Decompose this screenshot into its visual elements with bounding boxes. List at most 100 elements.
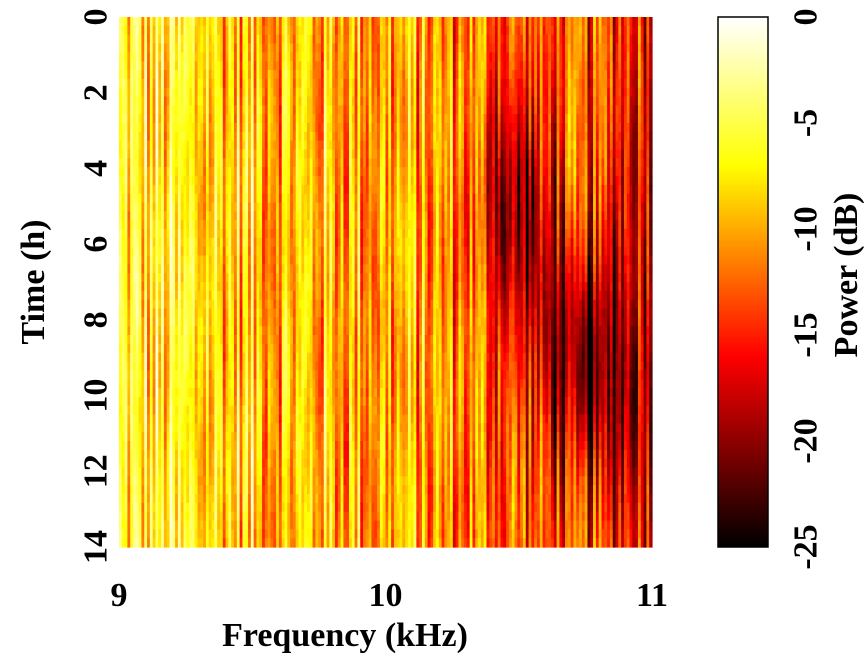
heatmap-cell <box>349 17 353 27</box>
heatmap-cell <box>234 449 238 460</box>
heatmap-cell <box>124 352 129 363</box>
heatmap-cell <box>276 282 280 292</box>
heatmap-cell <box>121 308 126 318</box>
heatmap-cell <box>124 388 129 398</box>
heatmap-cell <box>290 485 294 495</box>
heatmap-cell <box>343 379 347 389</box>
heatmap-cell <box>276 78 280 89</box>
heatmap-cell <box>194 114 199 124</box>
heatmap-cell <box>320 264 325 274</box>
heatmap-cell <box>144 441 148 451</box>
heatmap-cell <box>295 317 300 327</box>
heatmap-cell <box>262 388 266 398</box>
heatmap-cell <box>219 290 224 301</box>
heatmap-cell <box>158 388 162 398</box>
heatmap-cell <box>166 520 171 530</box>
heatmap-cell <box>135 220 140 230</box>
heatmap-cell <box>301 405 305 416</box>
heatmap-cell <box>152 61 157 71</box>
heatmap-cell <box>147 123 151 133</box>
heatmap-cell <box>141 396 145 407</box>
heatmap-cell <box>326 264 330 274</box>
heatmap-cell <box>149 87 154 98</box>
heatmap-cell <box>329 149 333 159</box>
heatmap-cell <box>301 229 305 239</box>
heatmap-cell <box>147 485 151 495</box>
heatmap-cell <box>304 255 308 265</box>
heatmap-cell <box>343 237 347 248</box>
heatmap-cell <box>304 290 308 301</box>
heatmap-cell <box>306 494 311 504</box>
heatmap-cell <box>217 388 221 398</box>
heatmap-cell <box>239 25 244 36</box>
heatmap-cell <box>205 123 210 133</box>
heatmap-cell <box>234 149 238 159</box>
heatmap-cell <box>219 458 224 469</box>
heatmap-cell <box>306 237 311 248</box>
heatmap-cell <box>267 494 272 504</box>
heatmap-cell <box>256 17 260 27</box>
heatmap-cell <box>276 220 280 230</box>
heatmap-cell <box>343 158 347 168</box>
heatmap-cell <box>312 52 316 62</box>
heatmap-cell <box>290 335 294 345</box>
heatmap-cell <box>256 467 260 477</box>
heatmap-cell <box>284 282 288 292</box>
heatmap-cell <box>203 123 207 133</box>
heatmap-cell <box>158 61 162 71</box>
heatmap-cell <box>121 131 126 142</box>
heatmap-cell <box>149 158 154 168</box>
heatmap-cell <box>152 131 157 142</box>
heatmap-cell <box>292 34 297 45</box>
heatmap-cell <box>200 131 204 142</box>
heatmap-cell <box>262 176 266 186</box>
heatmap-cell <box>228 405 232 416</box>
heatmap-cell <box>287 379 291 389</box>
heatmap-cell <box>172 87 176 98</box>
heatmap-cell <box>144 282 148 292</box>
heatmap-cell <box>273 255 277 265</box>
heatmap-cell <box>270 520 274 530</box>
heatmap-cell <box>119 158 123 168</box>
heatmap-cell <box>135 529 140 539</box>
heatmap-cell <box>320 485 325 495</box>
heatmap-cell <box>295 352 300 363</box>
heatmap-cell <box>234 361 238 371</box>
heatmap-cell <box>135 229 140 239</box>
heatmap-cell <box>323 485 328 495</box>
heatmap-cell <box>337 149 342 159</box>
heatmap-cell <box>225 237 230 248</box>
heatmap-cell <box>301 396 305 407</box>
heatmap-cell <box>166 255 171 265</box>
heatmap-cell <box>270 25 274 36</box>
heatmap-cell <box>124 246 129 257</box>
heatmap-cell <box>298 237 302 248</box>
heatmap-cell <box>267 229 272 239</box>
heatmap-cell <box>149 308 154 318</box>
heatmap-cell <box>278 485 283 495</box>
heatmap-cell <box>231 87 235 98</box>
heatmap-cell <box>256 538 260 548</box>
heatmap-cell <box>273 114 277 124</box>
heatmap-cell <box>144 335 148 345</box>
heatmap-cell <box>119 485 123 495</box>
heatmap-cell <box>219 485 224 495</box>
heatmap-cell <box>152 502 157 513</box>
heatmap-cell <box>158 264 162 274</box>
heatmap-cell <box>256 220 260 230</box>
heatmap-cell <box>295 184 300 195</box>
heatmap-cell <box>211 414 215 424</box>
heatmap-cell <box>219 70 224 80</box>
heatmap-cell <box>222 176 227 186</box>
heatmap-cell <box>217 361 221 371</box>
heatmap-cell <box>242 43 246 53</box>
heatmap-cell <box>304 476 308 486</box>
heatmap-cell <box>315 520 319 530</box>
heatmap-cell <box>147 423 151 433</box>
heatmap-cell <box>264 317 269 327</box>
heatmap-cell <box>141 149 145 159</box>
heatmap-cell <box>276 502 280 513</box>
heatmap-cell <box>183 176 187 186</box>
heatmap-cell <box>141 405 145 416</box>
heatmap-cell <box>298 308 302 318</box>
